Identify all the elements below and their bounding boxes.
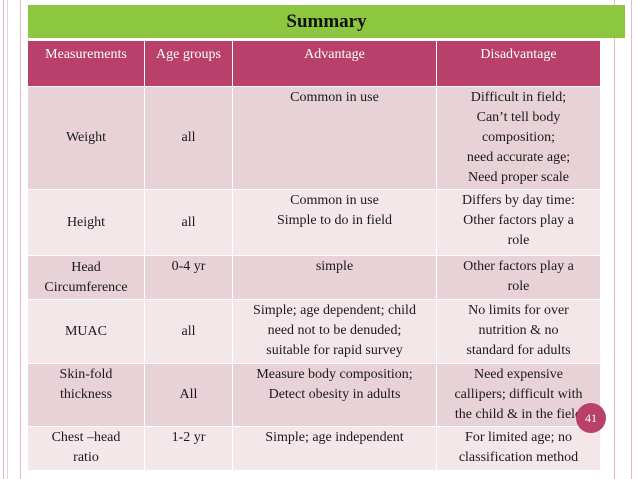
advantage-line: suitable for rapid survey [266, 343, 403, 358]
advantage-line: Simple; age independent [265, 430, 404, 445]
header-disadvantage: Disadvantage [436, 40, 601, 87]
disadvantage-line: composition; [481, 130, 556, 145]
cell-disadvantage: No limits for over nutrition & no standa… [436, 299, 601, 364]
disadvantage-line: Need expensive [473, 367, 564, 382]
table-row: Weight all Common in use Difficult in fi… [27, 86, 601, 190]
disadvantage-line: Need proper scale [467, 170, 570, 185]
table-row: Chest –head ratio 1-2 yr Simple; age ind… [27, 426, 601, 471]
measurement-line: Circumference [44, 279, 128, 295]
disadvantage-line: role [507, 233, 530, 248]
cell-age: all [144, 86, 233, 190]
cell-disadvantage: Differs by day time: Other factors play … [436, 189, 601, 256]
slide-title: Summary [286, 10, 367, 32]
disadvantage-line: For limited age; no [465, 430, 572, 445]
title-bar: Summary [28, 5, 625, 38]
table-header-row: Measurements Age groups Advantage Disadv… [27, 40, 601, 87]
measurement-line: Chest –head [51, 430, 121, 445]
disadvantage-line: Other factors play a [463, 213, 574, 228]
disadvantage-line: classification method [458, 450, 579, 465]
cell-measurement: MUAC [27, 299, 145, 364]
cell-measurement: Height [27, 189, 145, 256]
cell-disadvantage: Need expensive callipers; difficult with… [436, 363, 601, 427]
cell-age: all [144, 189, 233, 256]
header-measurements: Measurements [27, 40, 145, 87]
disadvantage-line: nutrition & no [478, 323, 559, 338]
cell-measurement: Weight [27, 86, 145, 190]
summary-table: Measurements Age groups Advantage Disadv… [27, 40, 601, 471]
cell-age: all [144, 299, 233, 364]
cell-advantage: Simple; age independent [232, 426, 437, 471]
measurement-line: Skin-fold [59, 367, 113, 382]
measurement-line: thickness [59, 387, 113, 402]
disadvantage-line: need accurate age; [466, 150, 571, 165]
disadvantage-line: No limits for over [468, 303, 569, 318]
table-row: Head Circumference 0-4 yr simple Other f… [27, 255, 601, 300]
cell-measurement: Chest –head ratio [27, 426, 145, 471]
disadvantage-line: Difficult in field; [470, 90, 567, 105]
measurement-line: ratio [73, 450, 99, 465]
advantage-line: simple [315, 259, 354, 274]
cell-advantage: Simple; age dependent; child need not to… [232, 299, 437, 364]
cell-disadvantage: Other factors play a role [436, 255, 601, 300]
disadvantage-line: standard for adults [466, 343, 571, 358]
disadvantage-line: Other factors play a [463, 259, 574, 274]
cell-age: 0-4 yr [144, 255, 233, 300]
header-age-groups: Age groups [144, 40, 233, 87]
advantage-line: need not to be denuded; [267, 323, 402, 338]
cell-advantage: Common in use Simple to do in field [232, 189, 437, 256]
cell-disadvantage: For limited age; no classification metho… [436, 426, 601, 471]
header-advantage: Advantage [232, 40, 437, 87]
advantage-line: Measure body composition; [256, 367, 413, 382]
cell-advantage: simple [232, 255, 437, 300]
disadvantage-line: Differs by day time: [462, 193, 575, 208]
cell-disadvantage: Difficult in field; Can’t tell body comp… [436, 86, 601, 190]
cell-measurement: Head Circumference [27, 255, 145, 300]
disadvantage-line: callipers; difficult with [454, 387, 583, 402]
advantage-line: Simple to do in field [276, 213, 393, 228]
cell-advantage: Measure body composition; Detect obesity… [232, 363, 437, 427]
disadvantage-line: Can’t tell body [476, 110, 561, 125]
right-border-decoration [614, 0, 632, 479]
table-row: MUAC all Simple; age dependent; child ne… [27, 299, 601, 364]
table-row: Skin-fold thickness All Measure body com… [27, 363, 601, 427]
advantage-line: Common in use [290, 193, 379, 208]
measurement-line: Head [71, 259, 101, 275]
cell-age: 1-2 yr [144, 426, 233, 471]
cell-advantage: Common in use [232, 86, 437, 190]
advantage-line: Detect obesity in adults [268, 387, 401, 402]
page-number: 41 [585, 410, 597, 425]
left-border-decoration [3, 0, 21, 479]
page-number-badge: 41 [576, 403, 606, 433]
disadvantage-line: role [507, 279, 530, 294]
advantage-line: Common in use [290, 90, 379, 105]
advantage-line: Simple; age dependent; child [253, 303, 416, 318]
cell-measurement: Skin-fold thickness [27, 363, 145, 427]
table-row: Height all Common in use Simple to do in… [27, 189, 601, 256]
cell-age: All [144, 363, 233, 427]
disadvantage-line: the child & in the field [454, 407, 583, 422]
